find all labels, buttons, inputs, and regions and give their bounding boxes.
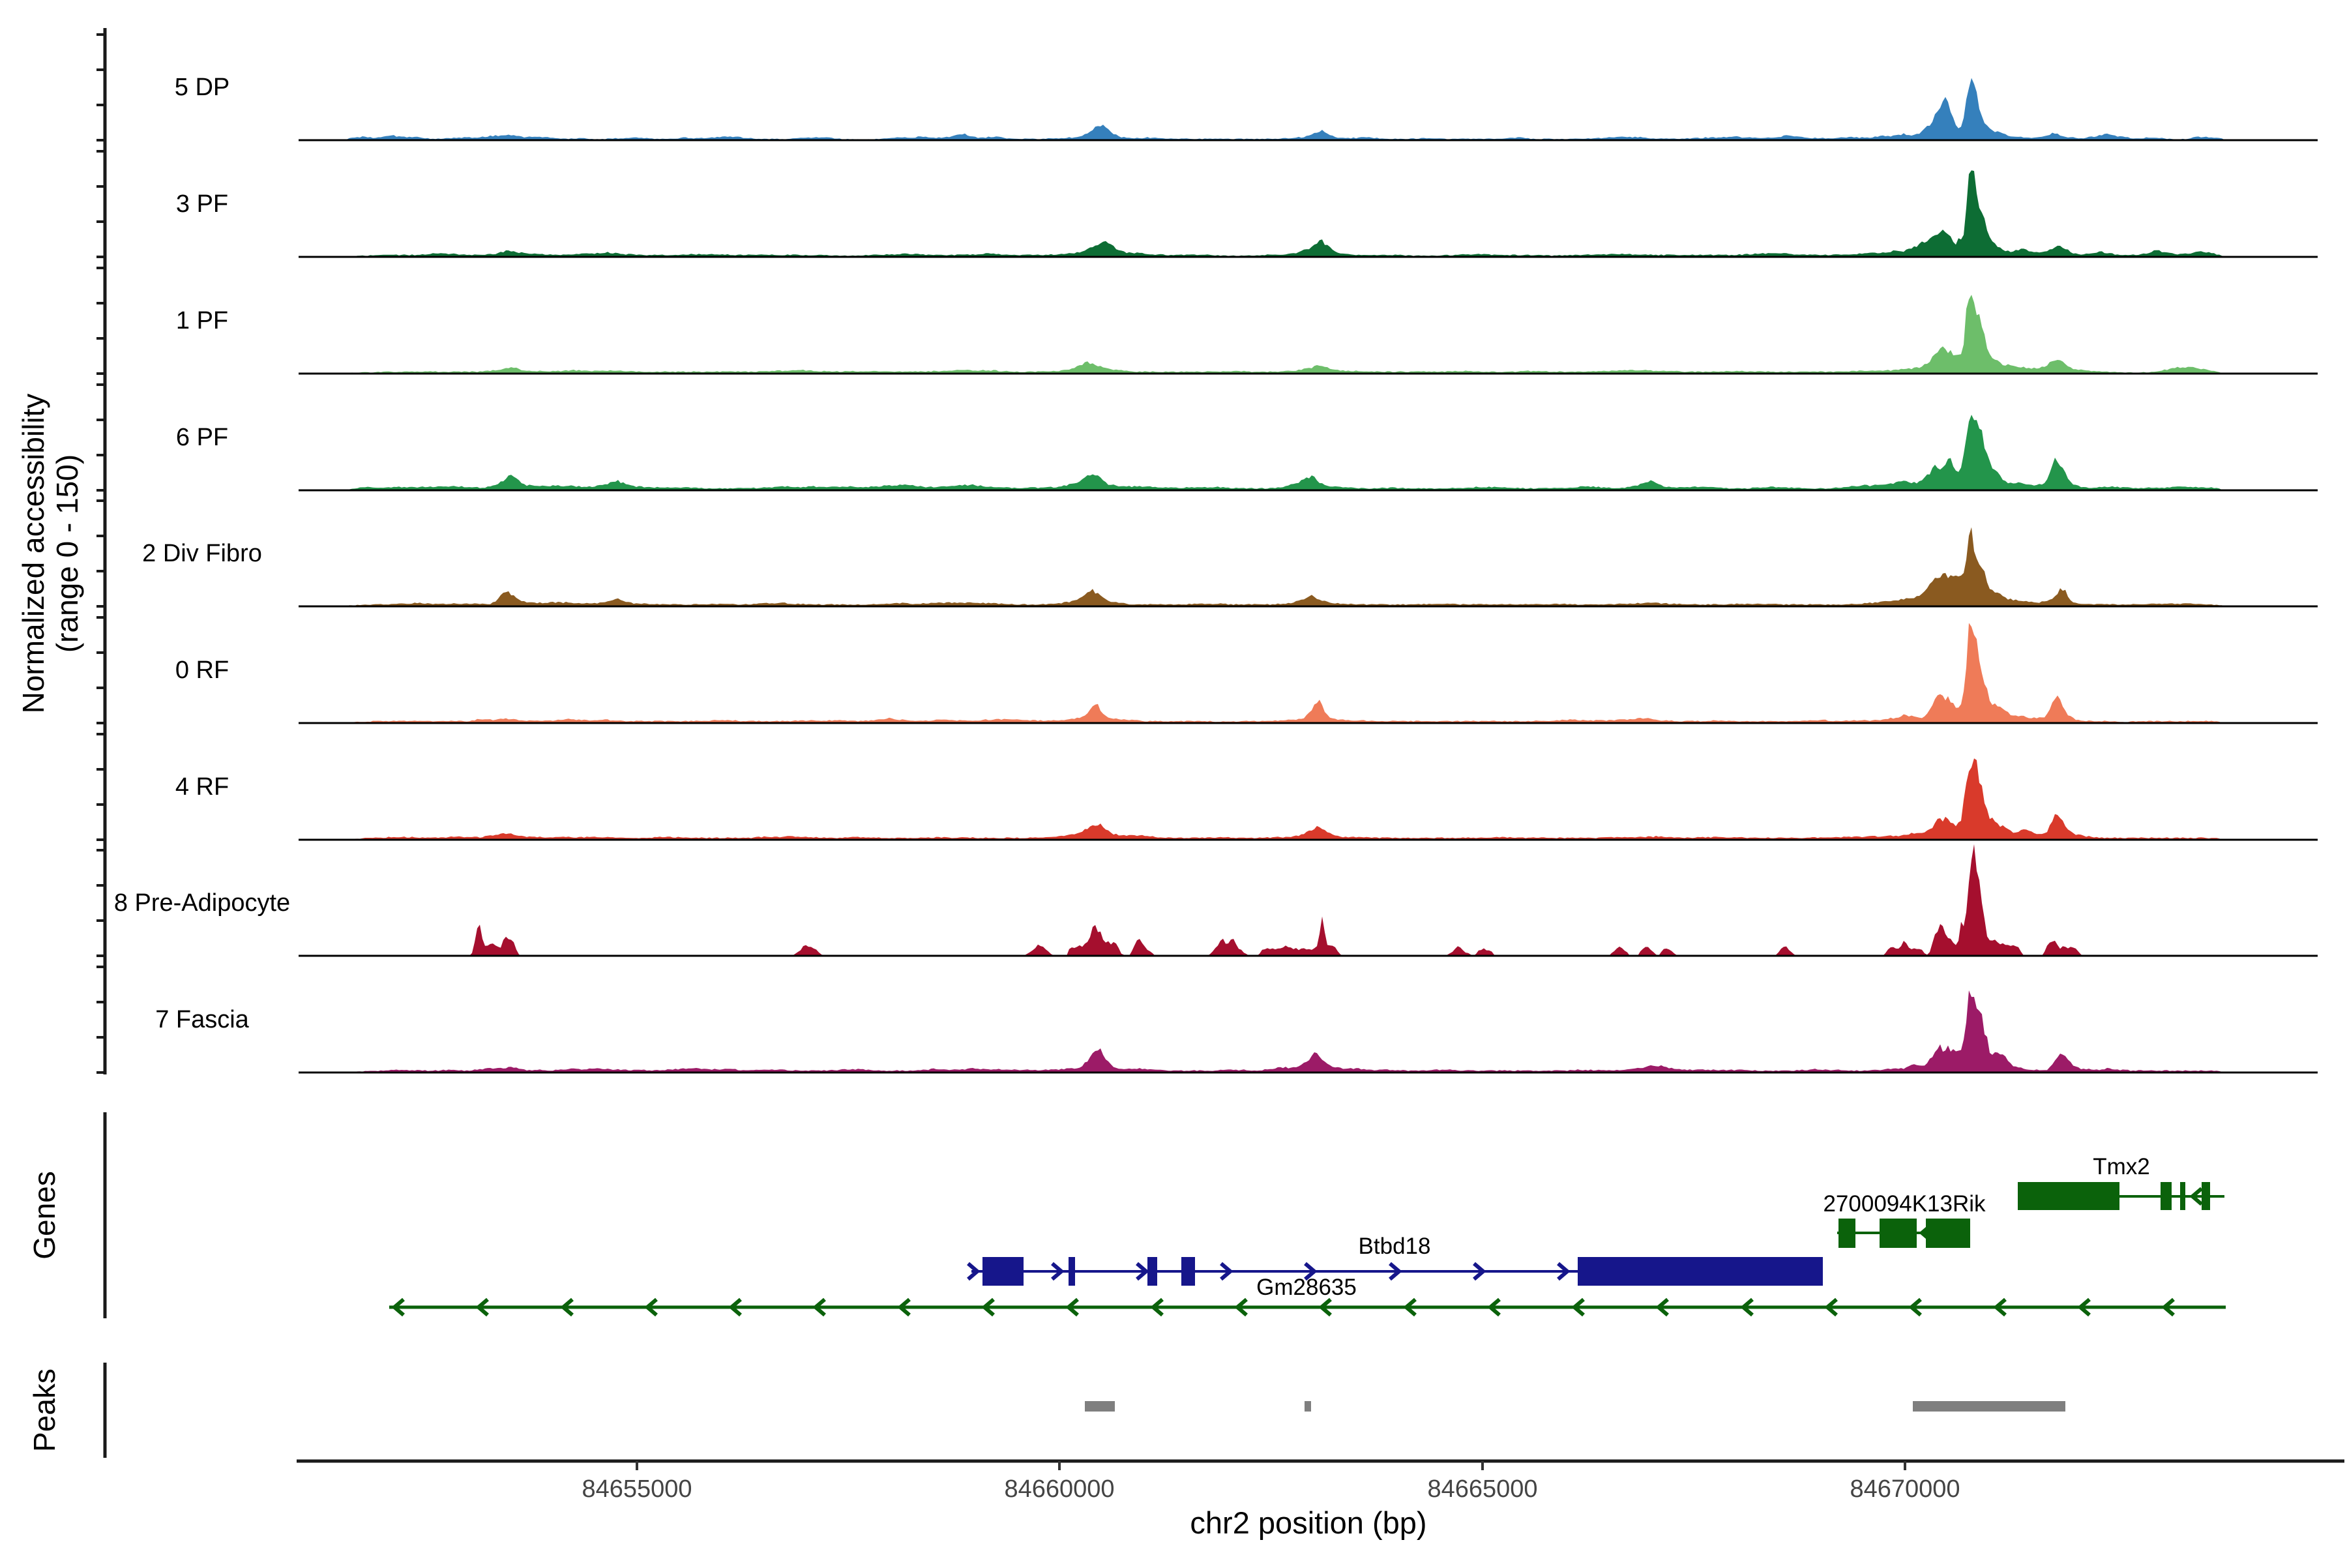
- svg-text:8 Pre-Adipocyte: 8 Pre-Adipocyte: [114, 889, 290, 917]
- svg-text:chr2 position (bp): chr2 position (bp): [1190, 1505, 1426, 1540]
- svg-text:7 Fascia: 7 Fascia: [155, 1006, 249, 1033]
- svg-text:84660000: 84660000: [1004, 1475, 1114, 1503]
- svg-text:84670000: 84670000: [1850, 1475, 1960, 1503]
- svg-text:1 PF: 1 PF: [176, 307, 228, 334]
- svg-text:2 Div Fibro: 2 Div Fibro: [142, 540, 262, 567]
- svg-text:84655000: 84655000: [582, 1475, 692, 1503]
- svg-text:5 DP: 5 DP: [175, 74, 229, 101]
- svg-text:Genes: Genes: [27, 1171, 61, 1260]
- svg-text:(range 0 - 150): (range 0 - 150): [50, 454, 84, 653]
- svg-text:Btbd18: Btbd18: [1359, 1234, 1431, 1259]
- svg-text:84665000: 84665000: [1427, 1475, 1537, 1503]
- svg-text:0 RF: 0 RF: [175, 657, 229, 684]
- svg-text:Tmx2: Tmx2: [2093, 1154, 2150, 1179]
- svg-text:4 RF: 4 RF: [175, 773, 229, 801]
- svg-text:3 PF: 3 PF: [176, 190, 228, 218]
- svg-text:Peaks: Peaks: [27, 1368, 61, 1452]
- svg-text:6 PF: 6 PF: [176, 424, 228, 451]
- svg-text:Gm28635: Gm28635: [1256, 1275, 1357, 1300]
- svg-text:Normalized accessibility: Normalized accessibility: [16, 394, 50, 714]
- svg-text:2700094K13Rik: 2700094K13Rik: [1823, 1191, 1986, 1217]
